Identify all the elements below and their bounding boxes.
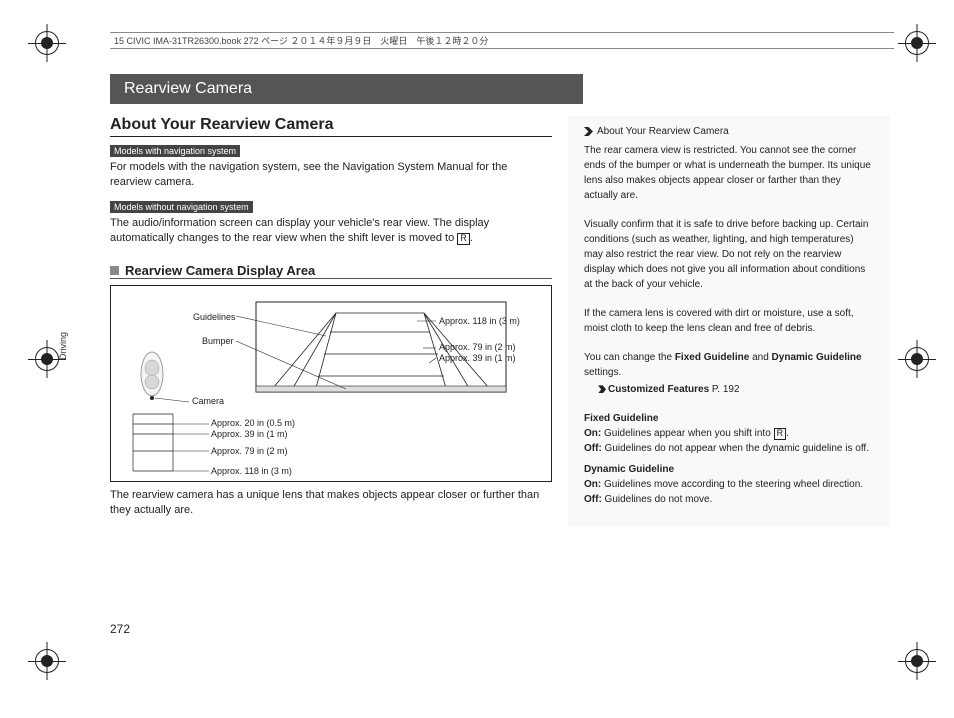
fixed-guideline-head: Fixed Guideline (584, 413, 658, 424)
fixed-on: On: Guidelines appear when you shift int… (584, 426, 874, 441)
info-p1: The rear camera view is restricted. You … (584, 143, 874, 203)
manual-page: Driving 15 CIVIC IMA-31TR26300.book 272 … (0, 0, 954, 718)
dyn-on: On: Guidelines move according to the ste… (584, 477, 874, 492)
crop-mark-icon (898, 642, 936, 680)
display-area-heading-text: Rearview Camera Display Area (125, 263, 315, 278)
without-nav-text-2: . (470, 232, 473, 244)
label-camera: Camera (192, 396, 224, 406)
label-39-ground: Approx. 39 in (1 m) (211, 429, 288, 439)
dyn-off: Off: Guidelines do not move. (584, 492, 874, 507)
shift-r-icon: R (774, 428, 787, 440)
chevron-icon (584, 127, 593, 136)
with-nav-text: For models with the navigation system, s… (110, 160, 552, 191)
label-39: Approx. 39 in (1 m) (439, 353, 516, 363)
crop-mark-icon (898, 24, 936, 62)
chapter-title: Rearview Camera (110, 74, 583, 104)
label-79: Approx. 79 in (2 m) (439, 342, 516, 352)
label-79-ground: Approx. 79 in (2 m) (211, 446, 288, 456)
info-heading: About Your Rearview Camera (584, 124, 874, 139)
without-nav-text: The audio/information screen can display… (110, 216, 552, 247)
info-p3: If the camera lens is covered with dirt … (584, 306, 874, 336)
info-sidebar: About Your Rearview Camera The rear came… (568, 116, 890, 527)
info-p2: Visually confirm that it is safe to driv… (584, 217, 874, 292)
dynamic-guideline-head: Dynamic Guideline (584, 464, 674, 475)
display-area-heading: Rearview Camera Display Area (110, 263, 552, 279)
content-area: Rearview Camera About Your Rearview Came… (110, 74, 890, 634)
info-heading-text: About Your Rearview Camera (597, 124, 729, 139)
print-metadata: 15 CIVIC IMA-31TR26300.book 272 ページ ２０１４… (110, 32, 894, 49)
label-20-ground: Approx. 20 in (0.5 m) (211, 418, 295, 428)
info-p4: You can change the Fixed Guideline and D… (584, 350, 874, 380)
label-bumper: Bumper (202, 336, 234, 346)
xref-link: Customized Features P. 192 (598, 382, 874, 397)
model-tag-without-nav: Models without navigation system (110, 201, 253, 213)
model-tag-with-nav: Models with navigation system (110, 145, 240, 157)
book-stamp: 15 CIVIC IMA-31TR26300.book 272 ページ ２０１４… (114, 34, 488, 47)
page-number: 272 (110, 622, 130, 636)
fixed-off: Off: Guidelines do not appear when the d… (584, 441, 874, 456)
main-column: About Your Rearview Camera Models with n… (110, 116, 552, 527)
crop-mark-icon (28, 642, 66, 680)
crop-mark-icon (898, 340, 936, 378)
chapter-bar: Rearview Camera (110, 74, 890, 104)
shift-r-icon: R (457, 233, 470, 245)
xref-icon (598, 385, 606, 393)
section-title: About Your Rearview Camera (110, 116, 552, 137)
label-guidelines: Guidelines (193, 312, 236, 322)
crop-mark-icon (28, 24, 66, 62)
label-118: Approx. 118 in (3 m) (439, 316, 520, 326)
without-nav-text-1: The audio/information screen can display… (110, 217, 489, 244)
side-section-label: Driving (58, 332, 68, 360)
lens-note: The rearview camera has a unique lens th… (110, 488, 552, 519)
square-bullet-icon (110, 266, 119, 275)
rearview-diagram: Guidelines Bumper Camera Approx. 118 in … (110, 285, 552, 482)
label-118-ground: Approx. 118 in (3 m) (211, 466, 292, 476)
